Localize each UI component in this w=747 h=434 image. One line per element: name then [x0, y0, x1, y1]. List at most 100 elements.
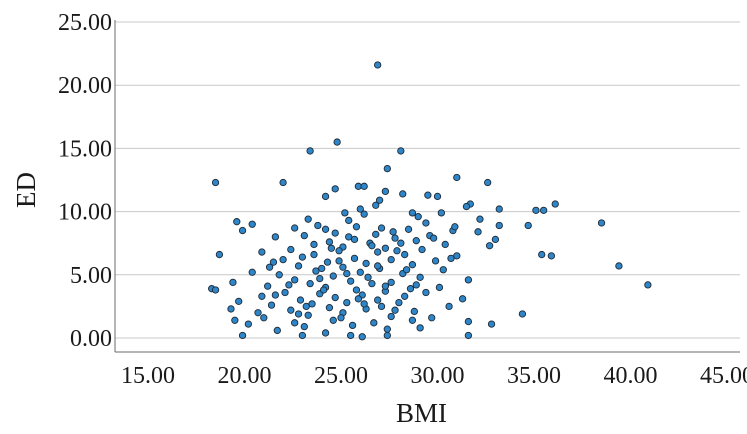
- data-point: [387, 278, 395, 287]
- data-point: [414, 213, 422, 221]
- data-point: [279, 178, 287, 187]
- data-point: [387, 312, 395, 321]
- data-point: [381, 244, 390, 252]
- data-point: [538, 250, 546, 259]
- data-point: [287, 245, 295, 254]
- data-point: [339, 263, 347, 271]
- data-point: [271, 291, 280, 299]
- data-point: [267, 301, 276, 309]
- data-point: [408, 316, 417, 324]
- data-point: [238, 331, 247, 340]
- data-point: [356, 268, 364, 276]
- data-point: [291, 276, 299, 284]
- data-point: [294, 262, 303, 270]
- data-point: [304, 215, 312, 223]
- data-point: [310, 250, 318, 259]
- data-point: [346, 277, 355, 285]
- data-point: [518, 310, 527, 318]
- data-point: [300, 231, 308, 240]
- data-point: [408, 261, 417, 269]
- data-point: [464, 317, 473, 326]
- data-point: [383, 164, 391, 173]
- data-point: [410, 307, 418, 316]
- data-point: [331, 229, 339, 237]
- data-point: [399, 190, 407, 198]
- data-point: [377, 302, 386, 311]
- data-point: [370, 319, 378, 327]
- data-point: [408, 209, 417, 217]
- data-point: [211, 178, 220, 187]
- data-point: [291, 224, 299, 232]
- data-point: [368, 279, 376, 288]
- data-point: [476, 215, 484, 223]
- data-point: [364, 273, 372, 281]
- data-point: [350, 235, 359, 244]
- data-point: [374, 262, 382, 270]
- data-point: [331, 293, 339, 302]
- data-point: [321, 329, 330, 337]
- data-point: [298, 331, 307, 340]
- data-point: [302, 302, 310, 311]
- data-point: [412, 281, 420, 289]
- data-point: [447, 254, 455, 263]
- data-point: [254, 309, 262, 317]
- data-point: [329, 272, 337, 280]
- data-point: [337, 314, 345, 322]
- data-point: [381, 187, 390, 196]
- data-point: [397, 239, 405, 247]
- data-point: [215, 250, 224, 259]
- data-point: [306, 279, 314, 288]
- data-point: [412, 237, 420, 245]
- data-point: [327, 244, 335, 252]
- data-point: [484, 178, 492, 187]
- x-axis-title: BMI: [396, 398, 447, 428]
- x-tick-label: 40.00: [604, 363, 658, 389]
- data-point: [524, 221, 532, 230]
- data-point: [279, 255, 287, 264]
- x-tick-label: 35.00: [507, 363, 561, 389]
- y-tick-label: 20.00: [58, 73, 112, 99]
- x-tick-labels: 15.00 20.00 25.00 30.00 35.00 40.00 45.00: [121, 363, 747, 389]
- data-point: [551, 200, 559, 208]
- data-point: [346, 331, 355, 340]
- data-point: [231, 316, 239, 324]
- data-point: [319, 286, 328, 294]
- data-point: [275, 271, 283, 279]
- data-point: [285, 281, 293, 289]
- data-point: [431, 257, 440, 265]
- data-point: [333, 138, 341, 146]
- data-point: [437, 209, 446, 217]
- data-point: [406, 285, 415, 293]
- data-point: [331, 185, 339, 193]
- data-point: [258, 292, 266, 300]
- data-point: [269, 258, 278, 266]
- data-point: [401, 292, 409, 300]
- y-tick-labels: 0.00 5.00 10.00 15.00 20.00 25.00: [58, 10, 112, 352]
- x-tick-label: 30.00: [411, 363, 465, 389]
- data-point: [356, 205, 364, 213]
- data-point: [281, 288, 289, 297]
- data-point: [329, 316, 337, 324]
- data-point: [416, 273, 424, 281]
- x-tick-label: 25.00: [314, 363, 368, 389]
- data-point: [428, 314, 436, 322]
- data-point: [248, 268, 256, 276]
- y-tick-label: 0.00: [70, 326, 112, 352]
- data-point: [368, 242, 376, 250]
- y-tick-label: 5.00: [70, 263, 112, 289]
- data-point: [264, 282, 272, 290]
- data-point: [343, 298, 351, 307]
- data-point: [441, 240, 449, 249]
- data-point: [321, 192, 330, 201]
- data-point: [395, 298, 403, 307]
- data-point: [294, 310, 303, 318]
- data-point: [597, 219, 606, 227]
- data-point: [387, 255, 395, 264]
- data-point: [233, 218, 241, 226]
- data-point: [323, 258, 332, 266]
- data-point: [358, 333, 366, 341]
- data-point: [350, 254, 359, 263]
- data-point: [401, 250, 409, 259]
- data-point: [422, 219, 430, 227]
